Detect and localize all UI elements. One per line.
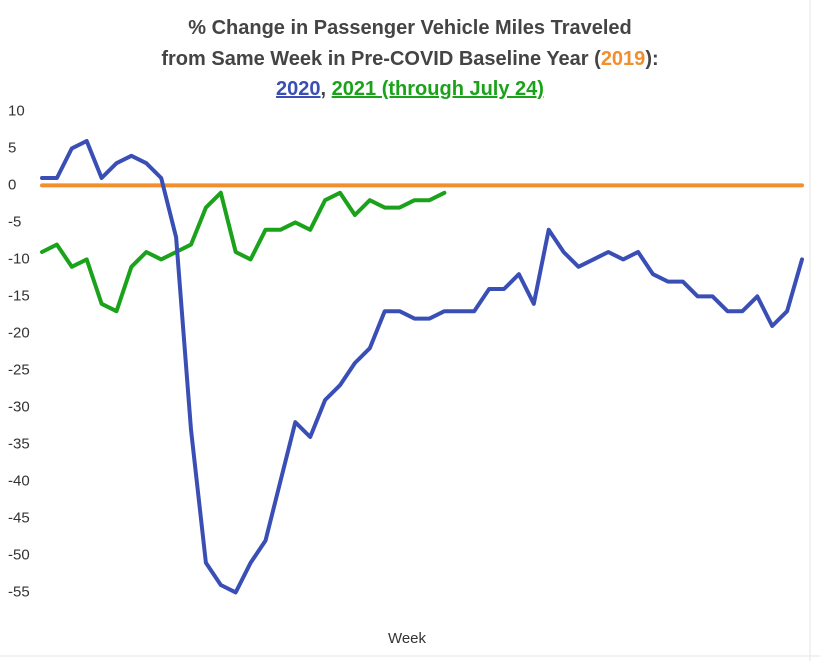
y-tick-label: 5 [8,139,16,156]
y-tick-label: -50 [8,546,30,563]
y-tick-label: -20 [8,324,30,341]
y-tick-label: -10 [8,250,30,267]
legend-entry: 2019 [601,48,646,70]
y-tick-label: -35 [8,435,30,452]
legend-entry: 2021 (through July 24) [332,78,544,100]
title-text: ): [645,48,658,70]
y-tick-label: -25 [8,361,30,378]
y-tick-label: -15 [8,287,30,304]
y-tick-label: -40 [8,472,30,489]
legend: 2020, 2021 (through July 24) [276,78,544,100]
y-tick-label: -55 [8,583,30,600]
y-tick-label: 10 [8,102,25,119]
title-text: from Same Week in Pre-COVID Baseline Yea… [161,48,601,70]
chart-title: % Change in Passenger Vehicle Miles Trav… [188,17,632,39]
x-axis-label: Week [388,630,427,647]
line-series [40,190,447,314]
line-series [40,139,804,595]
y-tick-label: -5 [8,213,21,230]
legend-separator: , [321,78,332,100]
chart-title: from Same Week in Pre-COVID Baseline Yea… [161,48,658,70]
y-tick-label: 0 [8,176,16,193]
y-tick-label: -45 [8,509,30,526]
y-tick-label: -30 [8,398,30,415]
legend-entry: 2020 [276,78,321,100]
